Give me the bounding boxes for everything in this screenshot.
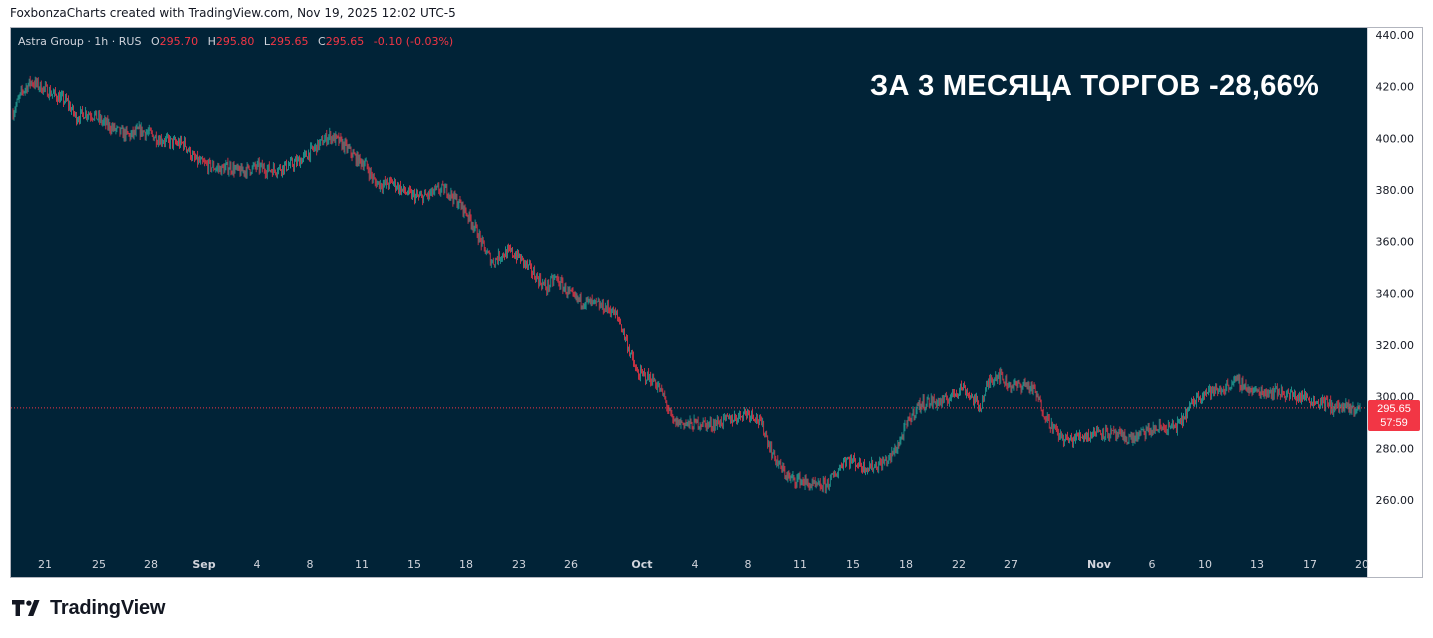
bar-countdown: 57:59: [1380, 417, 1408, 429]
legend-open-value: 295.70: [159, 35, 199, 48]
legend-high-label: H: [207, 35, 216, 48]
price-axis[interactable]: [1367, 28, 1422, 577]
tradingview-logo[interactable]: TradingView: [12, 596, 165, 620]
plot-area[interactable]: [11, 28, 1367, 577]
last-price-tag: 295.65 57:59: [1368, 400, 1420, 431]
legend-close-value: 295.65: [325, 35, 365, 48]
tradingview-logo-icon: [12, 600, 40, 616]
legend-low-value: 295.65: [270, 35, 309, 48]
legend-symbol: Astra Group · 1h · RUS: [18, 35, 142, 48]
last-price-value: 295.65: [1377, 403, 1411, 415]
legend-change: -0.10 (-0.03%): [373, 35, 454, 48]
legend-close-label: C: [318, 35, 326, 48]
chart-attribution: FoxbonzaCharts created with TradingView.…: [10, 6, 456, 20]
legend-open-label: O: [150, 35, 160, 48]
brand-name: TradingView: [50, 596, 166, 619]
ohlc-legend: Astra Group · 1h · RUS O295.70 H295.80 L…: [18, 35, 453, 48]
legend-low-label: L: [263, 35, 271, 48]
legend-high-value: 295.80: [215, 35, 255, 48]
headline-annotation: ЗА 3 МЕСЯЦА ТОРГОВ -28,66%: [870, 70, 1320, 102]
